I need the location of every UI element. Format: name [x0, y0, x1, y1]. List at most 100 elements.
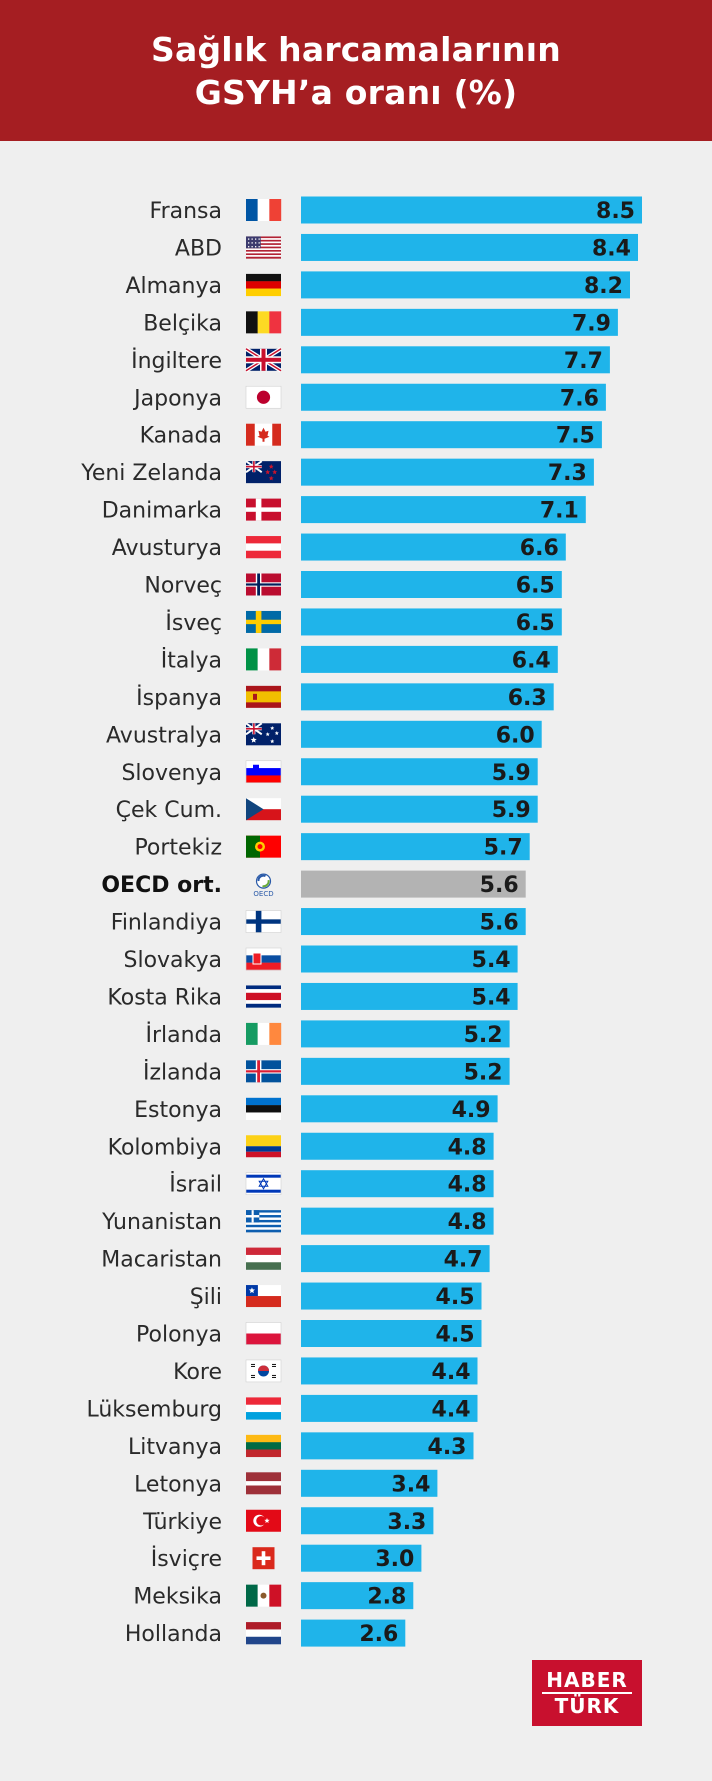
bar-row: Letonya 3.4	[134, 1469, 438, 1497]
value-label: 5.4	[472, 948, 511, 973]
bar-row: Avustralya 6.0	[106, 720, 542, 748]
flag-es-icon	[246, 685, 281, 708]
flag-sk-icon	[245, 947, 282, 971]
bar-row: Kore 4.4	[173, 1357, 478, 1385]
flag-gb-icon	[244, 347, 283, 373]
bar	[301, 908, 526, 936]
category-label: Polonya	[136, 1323, 222, 1348]
bar	[301, 1619, 406, 1647]
category-label: Kolombiya	[108, 1135, 222, 1160]
flag-cz-icon	[246, 798, 281, 821]
bar	[301, 1020, 510, 1048]
bar	[301, 645, 558, 673]
category-label: Kore	[173, 1360, 222, 1385]
flag-it-icon	[246, 648, 282, 671]
logo-line1: HABER	[546, 1668, 628, 1692]
bar-row: İngiltere 7.7	[131, 346, 610, 374]
category-label: Çek Cum.	[116, 798, 222, 823]
bar	[301, 795, 538, 823]
value-label: 6.5	[516, 574, 555, 599]
category-label: Slovakya	[124, 948, 223, 973]
category-label: İtalya	[161, 647, 222, 673]
bar	[301, 1394, 478, 1422]
bar-row: Meksika 2.8	[133, 1582, 414, 1610]
category-label: Japonya	[132, 386, 222, 411]
flag-jp-icon	[245, 385, 282, 409]
category-label: Lüksemburg	[86, 1397, 222, 1422]
category-label: Hollanda	[125, 1622, 222, 1647]
bar	[301, 1320, 482, 1347]
bar-row: Avusturya 6.6	[112, 533, 566, 561]
bar-row: Slovakya 5.4	[124, 945, 518, 973]
flag-tr-icon	[246, 1509, 281, 1532]
value-label: 6.0	[496, 723, 535, 748]
flag-si-icon	[245, 760, 282, 784]
bar-row: Norveç 6.5	[144, 571, 562, 599]
value-label: 2.6	[359, 1622, 398, 1647]
bar	[301, 1282, 482, 1310]
value-label: 4.5	[436, 1285, 475, 1310]
value-label: 6.3	[508, 686, 547, 711]
bar-row: Litvanya 4.3	[128, 1432, 474, 1460]
value-label: 7.3	[548, 461, 587, 486]
bar-row: Kanada 7.5	[140, 421, 602, 449]
bar	[301, 1132, 494, 1160]
flag-au-icon	[245, 722, 281, 746]
bar-row: OECD ort. OECD 5.6	[101, 870, 526, 898]
category-label: Yunanistan	[101, 1210, 222, 1235]
bar	[301, 945, 518, 973]
value-label: 5.9	[492, 798, 531, 823]
flag-gr-icon	[246, 1210, 281, 1233]
category-label: Almanya	[125, 274, 222, 299]
bar	[301, 1207, 494, 1235]
value-label: 5.9	[492, 761, 531, 786]
chart-title-line2: GSYH’a oranı (%)	[194, 72, 518, 112]
value-label: 4.4	[432, 1360, 471, 1385]
flag-dk-icon	[246, 498, 281, 521]
flag-co-icon	[246, 1135, 281, 1158]
flag-ee-icon	[246, 1097, 281, 1120]
category-label: Danimarka	[102, 499, 222, 524]
category-label: İspanya	[136, 685, 222, 711]
logo-divider	[542, 1692, 632, 1694]
bar-row: İtalya 6.4	[161, 645, 558, 673]
bar-row: Polonya 4.5	[136, 1320, 482, 1348]
bar	[301, 1544, 422, 1572]
bar	[301, 533, 566, 561]
category-label: İzlanda	[143, 1059, 222, 1085]
bar	[301, 383, 606, 411]
bar-row: Hollanda 2.6	[125, 1619, 406, 1647]
value-label: 7.1	[540, 499, 579, 524]
bar-row: Slovenya 5.9	[121, 758, 538, 786]
oecd-icon-text: OECD	[253, 890, 273, 898]
bar	[301, 496, 586, 524]
flag-se-icon	[246, 610, 281, 633]
bar-row: Danimarka 7.1	[102, 496, 586, 524]
value-label: 8.5	[596, 199, 635, 224]
bar	[301, 1170, 494, 1198]
category-label: Litvanya	[128, 1435, 222, 1460]
bar-row: Yunanistan 4.8	[101, 1207, 494, 1235]
category-label: İsviçre	[151, 1546, 222, 1572]
value-label: 5.6	[480, 911, 519, 936]
bar	[301, 346, 610, 374]
bar	[301, 1432, 474, 1460]
flag-pl-icon	[245, 1322, 282, 1345]
category-label: Fransa	[150, 199, 222, 224]
bar-row: Belçika 7.9	[143, 308, 618, 336]
bar	[301, 196, 642, 224]
bar-row: Japonya 7.6	[132, 383, 606, 411]
bar	[301, 1582, 414, 1610]
bar	[301, 233, 638, 261]
bar	[301, 720, 542, 748]
value-label: 2.8	[367, 1585, 406, 1610]
category-label: OECD ort.	[101, 873, 222, 898]
bar	[301, 982, 518, 1010]
category-label: Yeni Zelanda	[80, 461, 222, 486]
category-label: İrlanda	[145, 1022, 222, 1048]
value-label: 5.6	[480, 873, 519, 898]
bar	[301, 271, 630, 299]
bar-row: Türkiye 3.3	[142, 1507, 434, 1535]
category-label: Kanada	[140, 424, 222, 449]
